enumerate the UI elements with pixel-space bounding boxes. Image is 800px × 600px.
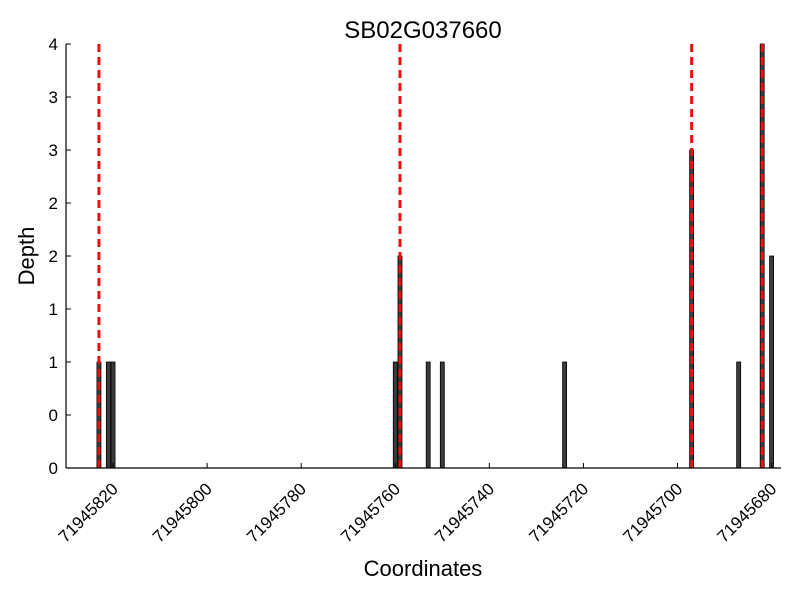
axes — [65, 44, 781, 469]
x-tick-label-4: 71945740 — [431, 479, 498, 546]
bar-5 — [425, 361, 431, 469]
marker-lines — [97, 44, 764, 468]
bar-2 — [110, 361, 116, 469]
bar-3 — [392, 361, 398, 469]
y-tick-label-2: 1 — [49, 353, 58, 372]
x-tick-label-3: 71945760 — [337, 479, 404, 546]
x-axis-label: Coordinates — [364, 556, 483, 581]
y-tick-label-1: 0 — [49, 406, 58, 425]
x-tick-label-7: 71945680 — [713, 479, 780, 546]
y-tick-label-0: 0 — [49, 459, 58, 478]
bar-9 — [736, 361, 742, 469]
x-tick-label-2: 71945780 — [243, 479, 310, 546]
x-tick-label-1: 71945800 — [149, 479, 216, 546]
y-tick-label-8: 4 — [49, 35, 58, 54]
y-axis-ticks: 0 0 1 1 2 2 3 3 4 — [49, 35, 71, 478]
bar-7 — [562, 361, 568, 469]
y-axis-label: Depth — [14, 227, 39, 286]
x-tick-label-5: 71945720 — [525, 479, 592, 546]
x-tick-label-0: 71945820 — [55, 479, 122, 546]
y-tick-label-3: 1 — [49, 300, 58, 319]
y-tick-label-4: 2 — [49, 247, 58, 266]
x-tick-label-6: 71945700 — [619, 479, 686, 546]
y-tick-label-7: 3 — [49, 88, 58, 107]
chart-title: SB02G037660 — [344, 17, 501, 44]
bar-6 — [439, 361, 445, 469]
y-tick-label-5: 2 — [49, 194, 58, 213]
bar-11 — [769, 255, 774, 469]
y-tick-label-6: 3 — [49, 141, 58, 160]
x-axis-ticks: 71945820 71945800 71945780 71945760 71945740… — [55, 463, 780, 546]
bar-1 — [105, 361, 111, 469]
bar-series — [96, 43, 774, 469]
